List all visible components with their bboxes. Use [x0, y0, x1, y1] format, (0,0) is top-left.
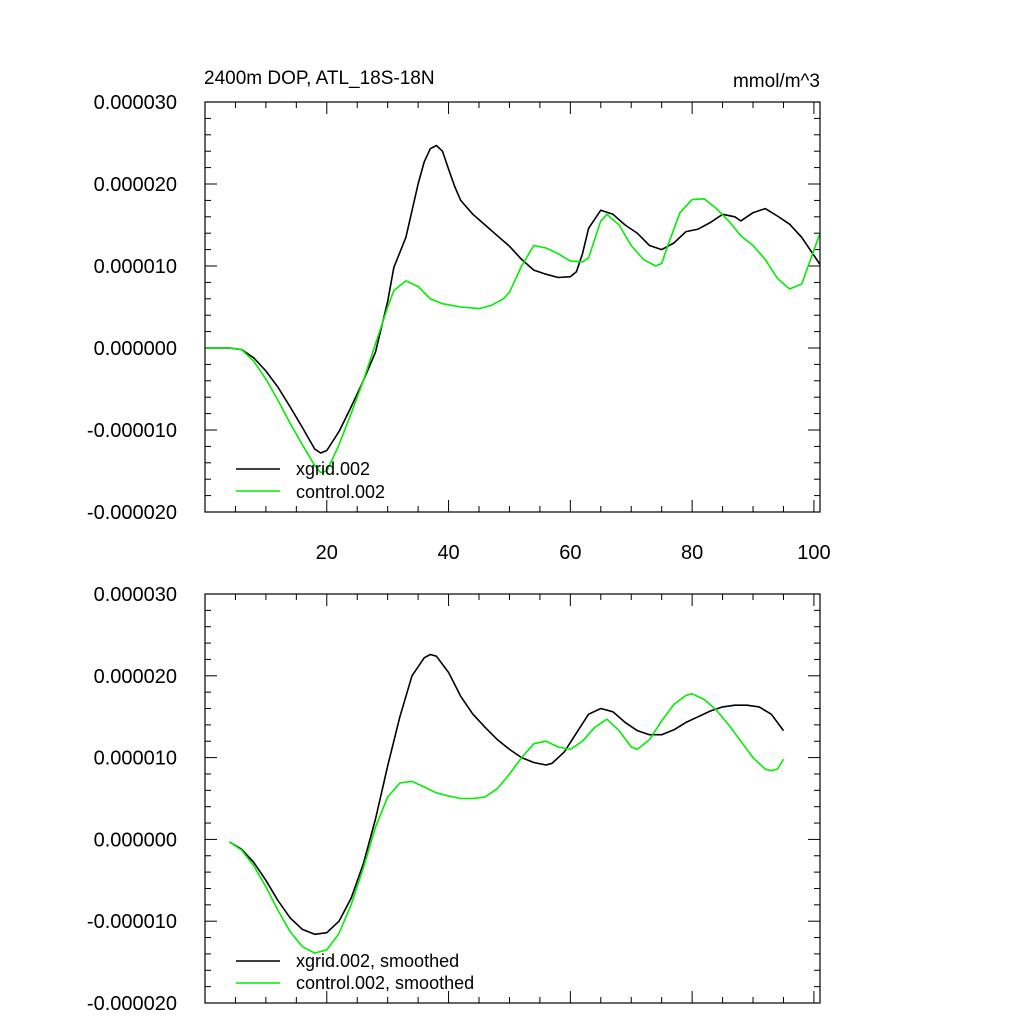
- x-tick-label: 20: [316, 542, 338, 564]
- x-tick-label: 40: [437, 542, 459, 564]
- plot-frame: [204, 593, 821, 1004]
- y-tick-label: 0.000030: [94, 92, 177, 114]
- x-tick-label: 100: [797, 542, 830, 564]
- y-tick-label: 0.000010: [94, 748, 177, 770]
- series-line-0: [205, 144, 821, 454]
- bottom-panel: -0.000020 -0.000010 0.000000 0.000010 0.0000…: [87, 584, 821, 1015]
- x-tick-label: 80: [681, 542, 703, 564]
- bottom-plot-area: -0.000020 -0.000010 0.000000 0.000010 0.0000…: [87, 584, 821, 1015]
- legend-label-xgrid-smoothed: xgrid.002, smoothed: [296, 951, 459, 971]
- series-line-1: [205, 198, 821, 474]
- units-label: mmol/m^3: [733, 71, 820, 92]
- y-tick-label: 0.000000: [94, 338, 177, 360]
- legend-label-xgrid: xgrid.002: [296, 459, 370, 479]
- y-tick-label: -0.000010: [87, 911, 177, 933]
- chart-title: 2400m DOP, ATL_18S-18N: [204, 68, 435, 89]
- series-line-0: [228, 653, 785, 936]
- legend-label-control-smoothed: control.002, smoothed: [296, 973, 474, 993]
- series-line-1: [228, 693, 785, 954]
- y-tick-label: 0.000030: [94, 584, 177, 606]
- y-tick-label: 0.000010: [94, 256, 177, 278]
- y-tick-label: -0.000010: [87, 420, 177, 442]
- y-tick-label: -0.000020: [87, 502, 177, 524]
- bottom-legend: xgrid.002, smoothed control.002, smoothe…: [236, 951, 474, 993]
- legend-label-control: control.002: [296, 482, 385, 502]
- x-tick-label: 60: [559, 542, 581, 564]
- top-legend: xgrid.002 control.002: [236, 459, 385, 502]
- top-panel: 2400m DOP, ATL_18S-18N mmol/m^3 20 40 60 80…: [87, 68, 831, 564]
- top-plot-area: 20 40 60 80 100 -0.000020 -0.000010 0.000000 0.0…: [87, 92, 831, 564]
- plot-frame: [204, 101, 821, 513]
- y-tick-label: 0.000020: [94, 174, 177, 196]
- y-tick-label: 0.000020: [94, 666, 177, 688]
- y-tick-label: -0.000020: [87, 993, 177, 1015]
- y-tick-label: 0.000000: [94, 829, 177, 851]
